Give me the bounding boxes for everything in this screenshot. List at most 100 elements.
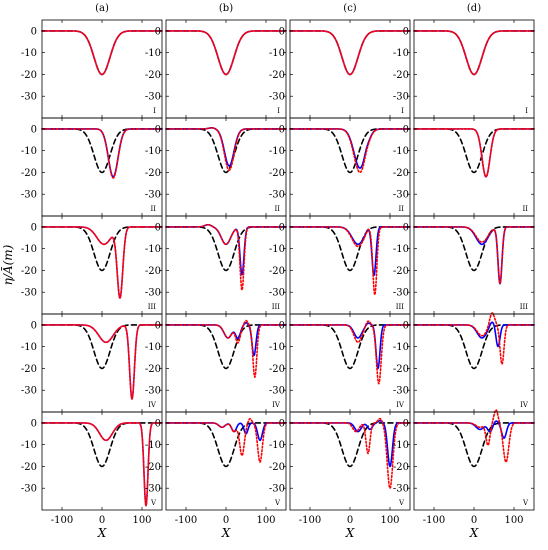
stage-label-2-5: V (274, 499, 281, 507)
y-tick-label: -10 (21, 244, 37, 255)
y-tick-label: 0 (403, 124, 409, 135)
x-tick-label: 100 (380, 515, 399, 526)
y-tick-label: -20 (21, 70, 37, 81)
y-tick-label: -20 (21, 462, 37, 473)
dotted-curve-2-1 (165, 30, 287, 76)
y-tick-label: -30 (145, 484, 161, 495)
dotted-curve-1-2 (41, 128, 163, 179)
x-tick-label: 0 (471, 515, 477, 526)
y-tick-label: 0 (31, 26, 37, 37)
stage-label-2-3: III (272, 303, 281, 311)
stage-label-3-2: II (398, 205, 404, 213)
y-tick-label: -10 (145, 342, 161, 353)
dotted-curve-4-4 (413, 312, 535, 365)
dotted-curve-4-2 (413, 128, 535, 178)
y-tick-label: -20 (269, 462, 285, 473)
y-tick-label: 0 (31, 124, 37, 135)
solid-curve-4-1 (413, 30, 535, 76)
panel-frame-4-2 (413, 117, 535, 217)
stage-label-2-4: IV (272, 401, 281, 409)
stage-label-1-5: V (150, 499, 157, 507)
y-tick-label: -20 (269, 70, 285, 81)
y-tick-label: 0 (155, 222, 161, 233)
dotted-curve-3-3 (289, 226, 411, 296)
dotted-curve-3-1 (289, 30, 411, 76)
panel-frame-4-1 (413, 19, 535, 119)
y-tick-label: 0 (279, 124, 285, 135)
dotted-curve-4-1 (413, 30, 535, 76)
stage-label-4-1: I (525, 107, 528, 115)
stage-label-3-3: III (396, 303, 405, 311)
y-tick-label: -20 (269, 364, 285, 375)
dotted-curve-4-5 (413, 409, 535, 463)
panel-frame-4-5 (413, 411, 535, 511)
dotted-curve-4-3 (413, 226, 535, 285)
y-tick-label: -10 (269, 244, 285, 255)
stage-label-4-3: III (520, 303, 529, 311)
x-tick-label: -100 (423, 515, 445, 526)
y-tick-label: -30 (269, 288, 285, 299)
dotted-curve-1-4 (41, 324, 163, 400)
x-tick-label: -100 (51, 515, 73, 526)
y-tick-label: 0 (155, 26, 161, 37)
solid-curve-4-3 (413, 226, 535, 285)
stage-label-3-5: V (398, 499, 405, 507)
dotted-curve-2-3 (165, 223, 287, 291)
stage-label-1-1: I (153, 107, 156, 115)
y-tick-label: -30 (269, 386, 285, 397)
y-tick-label: 0 (279, 26, 285, 37)
y-tick-label: 0 (155, 320, 161, 331)
y-tick-label: 0 (279, 418, 285, 429)
y-tick-label: -30 (145, 92, 161, 103)
y-tick-label: -20 (269, 266, 285, 277)
solid-curve-4-4 (413, 321, 535, 348)
y-tick-label: -10 (393, 342, 409, 353)
y-tick-label: 0 (403, 418, 409, 429)
y-tick-label: 0 (155, 418, 161, 429)
y-tick-label: 0 (31, 418, 37, 429)
y-tick-label: -10 (393, 440, 409, 451)
y-tick-label: 0 (31, 320, 37, 331)
y-tick-label: -20 (145, 364, 161, 375)
y-tick-label: 0 (279, 320, 285, 331)
y-tick-label: 0 (31, 222, 37, 233)
stage-label-4-4: IV (520, 401, 529, 409)
y-tick-label: -30 (21, 190, 37, 201)
stage-label-3-1: I (401, 107, 404, 115)
y-tick-label: -10 (21, 48, 37, 59)
y-tick-label: -10 (21, 342, 37, 353)
y-tick-label: 0 (155, 124, 161, 135)
stage-label-3-4: IV (396, 401, 405, 409)
reference-curve-4-2 (413, 128, 535, 174)
x-tick-label: -100 (299, 515, 321, 526)
y-axis-label: η/Ā(m) (0, 244, 15, 285)
dotted-curve-3-2 (289, 128, 411, 174)
y-tick-label: -30 (269, 92, 285, 103)
y-tick-label: -30 (393, 190, 409, 201)
y-tick-label: -30 (21, 92, 37, 103)
y-tick-label: -20 (393, 364, 409, 375)
stage-label-4-5: V (522, 499, 529, 507)
column-label-3: (c) (343, 3, 357, 14)
stage-label-1-2: II (150, 205, 156, 213)
y-tick-label: -10 (145, 48, 161, 59)
x-tick-label: 0 (347, 515, 353, 526)
y-tick-label: -20 (393, 168, 409, 179)
stage-label-4-2: II (522, 205, 528, 213)
y-tick-label: -10 (269, 342, 285, 353)
y-tick-label: -20 (21, 266, 37, 277)
y-tick-label: -10 (269, 48, 285, 59)
y-tick-label: -10 (145, 244, 161, 255)
x-axis-label-3: X (345, 526, 355, 540)
solid-curve-4-2 (413, 128, 535, 178)
y-tick-label: -10 (145, 440, 161, 451)
dotted-curve-1-3 (41, 226, 163, 299)
dotted-curve-1-1 (41, 30, 163, 76)
y-tick-label: -20 (393, 462, 409, 473)
y-tick-label: -30 (21, 484, 37, 495)
y-tick-label: -30 (21, 386, 37, 397)
y-tick-label: -20 (269, 168, 285, 179)
y-tick-label: 0 (403, 26, 409, 37)
x-tick-label: -100 (175, 515, 197, 526)
